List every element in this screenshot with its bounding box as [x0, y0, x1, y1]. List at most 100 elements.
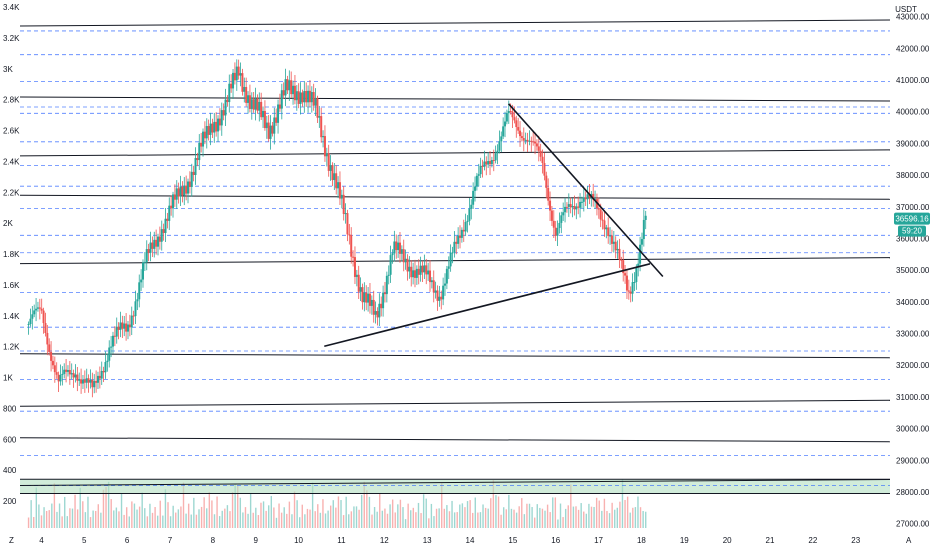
left-axis-tick: 3.2K [3, 34, 20, 43]
candle-body [599, 209, 602, 220]
volume-bar [30, 500, 32, 528]
volume-bar [322, 499, 324, 528]
volume-bar [213, 514, 216, 528]
candle-body [526, 139, 529, 142]
volume-bar [123, 514, 125, 528]
volume-bar [76, 509, 79, 528]
volume-bar [66, 516, 69, 528]
volume-bar [366, 490, 368, 528]
volume-bar [441, 483, 443, 528]
candle-body [168, 205, 171, 221]
candle-body [571, 206, 574, 208]
volume-bar [216, 496, 218, 528]
zone-rect [20, 479, 890, 494]
candle-body [607, 227, 610, 237]
volume-bar [590, 506, 593, 528]
volume-bar [187, 503, 190, 528]
candle-body [374, 311, 377, 315]
volume-bar [420, 513, 422, 528]
candle-body [160, 229, 163, 242]
volume-bar [461, 503, 464, 528]
candle-body [299, 92, 302, 104]
right-price-axis[interactable]: 43000.00 42000.00 41000.00 40000.00 39000.00… [896, 13, 930, 529]
svg-text:36596.16: 36596.16 [895, 215, 929, 224]
volume-bar [125, 507, 128, 528]
candle-body [40, 308, 43, 311]
candle-body [485, 161, 488, 165]
candle-body [520, 136, 523, 138]
svg-text:59:20: 59:20 [902, 227, 923, 236]
trendlines[interactable] [324, 103, 664, 347]
candle-body [241, 73, 244, 92]
volume-bar [218, 516, 221, 528]
candle-body [535, 143, 538, 147]
candle-body [453, 241, 456, 253]
candle-body [635, 267, 638, 283]
auto-scale-button[interactable]: A [906, 536, 912, 545]
candle-body [194, 158, 197, 175]
timezone-button[interactable]: Z [9, 536, 14, 545]
volume-bar [453, 512, 456, 528]
volume-bar [105, 487, 107, 528]
candle-body [113, 335, 116, 337]
candle-body [247, 95, 250, 103]
candle-body [629, 291, 632, 294]
volume-bar [484, 507, 487, 528]
candle-body [579, 201, 582, 208]
volume-bar [156, 515, 159, 528]
right-axis-tick: 43000.00 [896, 13, 930, 22]
candle-body [335, 173, 338, 189]
time-axis-tick: 19 [680, 536, 689, 545]
volume-bar [337, 496, 340, 528]
candle-body [363, 292, 366, 303]
candle-body [44, 323, 47, 333]
volume-bar [69, 508, 71, 528]
trendline[interactable] [324, 263, 651, 347]
volume-bar [110, 499, 112, 528]
volume-bar [71, 508, 74, 528]
candle-body [158, 236, 161, 242]
candle-body [179, 186, 182, 197]
time-axis-tick: 16 [551, 536, 560, 545]
volume-bar [131, 501, 133, 528]
volume-bar [642, 511, 644, 528]
candle-body [228, 83, 231, 103]
volume-bar [195, 514, 198, 528]
candle-body [400, 249, 403, 254]
candle-body [413, 270, 416, 278]
candle-body [556, 228, 559, 236]
volume-bar [270, 495, 272, 528]
volume-bar [309, 509, 311, 528]
volume-bar [27, 517, 30, 528]
volume-bar [102, 489, 105, 528]
candle-body [519, 130, 522, 137]
volume-bar [570, 484, 572, 528]
candle-body [104, 362, 107, 373]
volume-bar [430, 503, 433, 528]
solid-level [19, 19, 891, 27]
trendline[interactable] [507, 103, 664, 278]
volume-bars [27, 479, 647, 528]
candle-body [588, 194, 591, 198]
candle-body [537, 146, 540, 151]
candle-body [417, 268, 420, 275]
right-axis-tick: 39000.00 [896, 139, 930, 148]
volume-bar [611, 502, 613, 528]
candle-body [198, 142, 201, 161]
candle-body [155, 239, 158, 247]
time-axis[interactable]: 4 5 6 7 8 9 10 11 12 13 14 15 16 17 18 19 20 21 22 23 [39, 536, 861, 545]
candle-body [412, 270, 415, 278]
candle-body [507, 111, 510, 114]
volume-bar [497, 496, 500, 528]
volume-bar [159, 500, 161, 528]
volume-bar [603, 498, 606, 528]
left-axis-tick: 400 [3, 466, 17, 475]
time-axis-tick: 6 [125, 536, 130, 545]
candle-body [511, 111, 514, 118]
candle-body [323, 136, 326, 157]
candle-body [642, 219, 645, 240]
volume-bar [255, 507, 257, 528]
candle-body [367, 293, 370, 303]
